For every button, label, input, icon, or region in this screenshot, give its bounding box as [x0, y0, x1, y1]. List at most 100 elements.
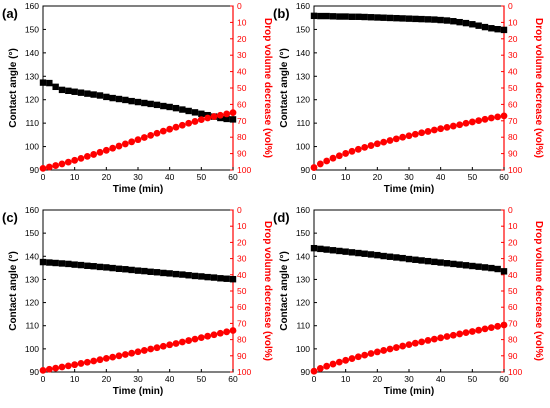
contact-angle-point — [437, 259, 444, 266]
volume-decrease-point — [500, 321, 508, 329]
contact-angle-point — [374, 14, 381, 21]
volume-decrease-point — [354, 145, 362, 153]
x-tick-label: 30 — [404, 172, 414, 182]
volume-decrease-point — [58, 160, 66, 168]
y-tick-label: 90 — [30, 165, 40, 175]
y2-tick-label: 60 — [508, 302, 518, 312]
contact-angle-point — [77, 89, 85, 96]
volume-decrease-point — [64, 158, 72, 166]
contact-angle-point — [147, 100, 154, 108]
contact-angle-point — [418, 15, 425, 23]
contact-angle-point — [191, 272, 199, 280]
volume-decrease-point — [424, 337, 432, 344]
contact-angle-point — [367, 14, 375, 21]
volume-decrease-point — [475, 117, 483, 125]
volume-decrease-point — [449, 122, 457, 130]
contact-angle-point — [456, 261, 463, 268]
volume-decrease-point — [399, 342, 407, 350]
y2-tick-label: 30 — [237, 254, 247, 264]
x-tick-label: 0 — [41, 374, 46, 384]
volume-decrease-point — [197, 116, 205, 124]
contact-angle-point — [71, 88, 78, 95]
contact-angle-point — [342, 13, 349, 20]
y-tick-label: 110 — [25, 118, 39, 128]
x-tick-label: 0 — [312, 172, 317, 182]
chart-panel-b: 0 10 20 30 40 50 60 90 100 110 120 130 140 150 160 0 10 2… — [273, 1, 544, 195]
contact-angle-point — [122, 96, 129, 104]
y2-tick-label: 60 — [237, 302, 247, 312]
contact-angle-point — [500, 26, 508, 34]
volume-decrease-point — [115, 142, 123, 150]
volume-decrease-point — [386, 345, 394, 353]
volume-decrease-point — [128, 138, 136, 146]
volume-decrease-point — [147, 131, 155, 139]
contact-angle-point — [65, 87, 72, 95]
volume-decrease-point — [229, 109, 237, 116]
contact-angle-point — [160, 102, 167, 110]
y2-tick-label: 80 — [508, 335, 518, 345]
x-axis-title: Time (min) — [384, 386, 434, 397]
contact-angle-point — [336, 13, 343, 20]
contact-angle-point — [488, 264, 495, 272]
volume-decrease-point — [418, 129, 426, 137]
volume-decrease-point — [475, 326, 483, 334]
volume-decrease-point — [191, 335, 199, 343]
contact-angle-point — [39, 79, 47, 86]
volume-decrease-point — [449, 331, 457, 339]
volume-decrease-point — [399, 133, 407, 141]
volume-decrease-point — [178, 121, 186, 129]
volume-decrease-point — [329, 360, 337, 368]
x-tick-label: 30 — [133, 172, 143, 182]
volume-decrease-point — [354, 353, 362, 361]
y2-tick-label: 70 — [508, 116, 518, 126]
volume-decrease-point — [405, 341, 413, 349]
x-tick-label: 60 — [228, 374, 238, 384]
y-tick-label: 110 — [25, 321, 39, 331]
x-tick-label: 60 — [228, 172, 238, 182]
panel-label: (c) — [2, 210, 18, 225]
contact-angle-point — [109, 94, 116, 102]
contact-angle-point — [380, 14, 387, 21]
contact-angle-point — [128, 266, 135, 274]
volume-decrease-point — [191, 118, 199, 125]
contact-angle-point — [71, 261, 78, 268]
y-tick-label: 150 — [25, 228, 39, 238]
y-tick-label: 140 — [296, 251, 310, 261]
contact-angle-point — [204, 273, 211, 281]
contact-angle-point — [153, 269, 161, 276]
contact-angle-point — [374, 251, 381, 259]
x-tick-label: 20 — [102, 374, 112, 384]
contact-angle-point — [58, 86, 66, 94]
contact-angle-point — [229, 275, 237, 283]
y2-tick-label: 50 — [508, 83, 518, 93]
volume-decrease-point — [83, 152, 91, 160]
volume-decrease-point — [83, 358, 91, 366]
volume-decrease-point — [159, 127, 167, 135]
contact-angle-point — [405, 255, 413, 263]
contact-angle-point — [329, 247, 337, 254]
contact-angle-point — [172, 270, 180, 278]
y-tick-label: 140 — [296, 48, 310, 58]
x-axis-title: Time (min) — [384, 184, 434, 195]
contact-angle-point — [191, 109, 199, 116]
x-tick-label: 50 — [468, 374, 478, 384]
y2-tick-label: 10 — [508, 17, 518, 27]
volume-decrease-point — [367, 142, 375, 149]
y2-tick-label: 50 — [237, 83, 247, 93]
contact-angle-point — [323, 246, 330, 253]
y2-axis-title: Drop volume decrease (vol%) — [262, 18, 273, 158]
volume-decrease-point — [216, 111, 224, 119]
contact-angle-point — [469, 262, 476, 270]
contact-angle-point — [317, 12, 324, 20]
contact-angle-point — [217, 275, 224, 282]
y2-tick-label: 40 — [508, 67, 518, 77]
y2-tick-label: 0 — [237, 205, 242, 215]
x-tick-label: 40 — [165, 374, 175, 384]
y2-tick-label: 50 — [237, 286, 247, 296]
volume-decrease-point — [456, 330, 464, 338]
contact-angle-point — [456, 18, 463, 26]
volume-decrease-point — [90, 357, 98, 365]
contact-angle-point — [210, 274, 218, 281]
contact-angle-point — [399, 254, 406, 262]
contact-angle-point — [405, 15, 413, 22]
